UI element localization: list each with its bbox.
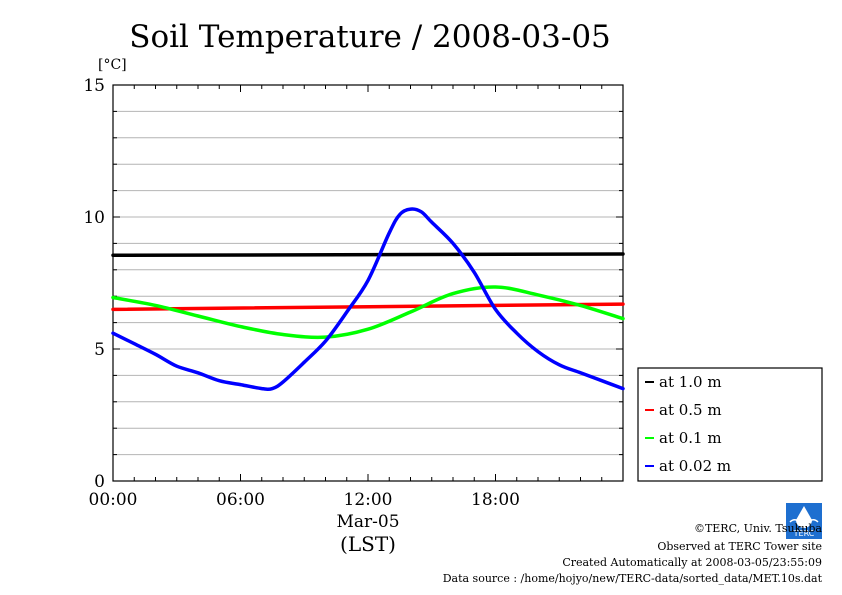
chart-title: Soil Temperature / 2008-03-05	[129, 19, 611, 55]
series-line-1	[111, 302, 625, 312]
y-tick-label: 10	[83, 208, 105, 228]
series-lines	[111, 207, 625, 392]
y-axis: 0 5 10 15	[83, 76, 623, 492]
footer-copyright: ©TERC, Univ. Tsukuba	[694, 522, 822, 535]
footer-site: Observed at TERC Tower site	[657, 540, 822, 553]
y-tick-label: 15	[83, 76, 105, 96]
legend-label: at 0.5 m	[659, 401, 722, 419]
legend-box	[637, 367, 823, 482]
footer-source: Data source : /home/hojyo/new/TERC-data/…	[443, 572, 823, 585]
footer-created: Created Automatically at 2008-03-05/23:5…	[562, 556, 822, 569]
terc-logo: TERC	[786, 503, 822, 539]
series-line-0	[111, 252, 625, 258]
legend-label: at 1.0 m	[659, 373, 722, 391]
logo-text: TERC	[793, 529, 815, 538]
y-unit-label: [°C]	[98, 57, 127, 73]
legend-label: at 0.02 m	[659, 457, 731, 475]
wave-icon	[789, 519, 819, 528]
y-tick-label: 0	[94, 472, 105, 492]
x-axis-label: (LST)	[340, 532, 396, 556]
x-tick-label: 06:00	[216, 490, 265, 510]
series-line-3	[111, 207, 625, 392]
x-tick-label: 12:00	[344, 490, 393, 510]
y-tick-label: 5	[94, 340, 105, 360]
legend-label: at 0.1 m	[659, 429, 722, 447]
series-line-2	[111, 285, 625, 340]
legend: at 1.0 m at 0.5 m at 0.1 m at 0.02 m	[637, 367, 823, 482]
x-date-label: Mar-05	[336, 512, 399, 532]
x-axis: 00:00 06:00 12:00 18:00	[89, 85, 624, 510]
grid	[113, 110, 623, 456]
x-tick-label: 18:00	[471, 490, 520, 510]
x-tick-label: 00:00	[89, 490, 138, 510]
